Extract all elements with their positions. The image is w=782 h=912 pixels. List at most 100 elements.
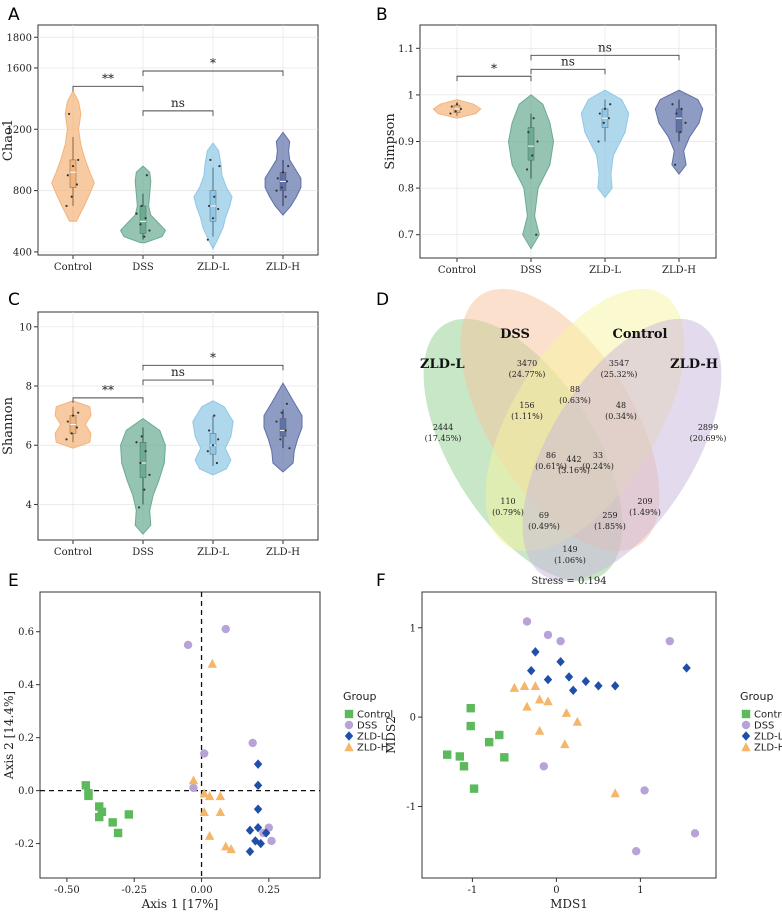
data-point <box>209 158 212 162</box>
data-point <box>77 158 80 162</box>
data-point <box>607 117 611 120</box>
point-control <box>466 721 475 731</box>
data-point <box>280 186 283 189</box>
point-control <box>500 753 509 762</box>
venn-region-percent: (1.11%) <box>511 412 543 421</box>
venn-region-count: 442 <box>566 455 581 464</box>
data-point <box>211 444 215 447</box>
data-point <box>215 461 218 465</box>
panel-a: A 400 800 1200 1600 1800 Control DSS ZLD-L ZLD-H C… <box>1 5 319 273</box>
y-axis-label: Simpson <box>383 113 398 170</box>
venn-region-count: 156 <box>519 401 534 410</box>
data-point <box>535 233 538 236</box>
point-dss <box>632 846 641 856</box>
data-point <box>679 131 682 134</box>
legend-marker-dss <box>344 720 354 730</box>
venn-set-label: ZLD-H <box>670 357 718 372</box>
venn-region-percent: (17.45%) <box>425 434 462 443</box>
x-tick-label: -1 <box>468 885 478 896</box>
data-point <box>285 402 288 405</box>
data-point <box>675 112 678 115</box>
data-point <box>217 207 220 211</box>
x-axis-label: Axis 1 [17%] <box>141 897 219 911</box>
significance-label: * <box>210 350 216 364</box>
point-zld-h <box>534 694 545 704</box>
point-zld-l <box>531 647 540 657</box>
significance-label: ns <box>171 365 185 379</box>
plot-frame <box>421 591 717 879</box>
data-point <box>275 189 278 192</box>
x-tick-label: -0.25 <box>121 885 147 896</box>
data-point <box>280 411 283 414</box>
point-dss <box>221 624 230 634</box>
legend-marker-dss <box>741 720 751 730</box>
violin-zld-l <box>580 89 630 199</box>
significance-label: ns <box>561 54 575 68</box>
data-point <box>135 212 138 215</box>
venn-ellipse-zld-h <box>522 318 722 582</box>
significance-bracket <box>142 70 284 76</box>
venn-region-percent: (0.24%) <box>582 462 614 471</box>
point-control <box>124 810 134 819</box>
panel-label-c: C <box>8 290 20 310</box>
legend-marker-control <box>741 709 751 719</box>
venn-region-count: 2899 <box>698 423 718 432</box>
y-tick-label: 0.4 <box>18 680 34 691</box>
data-point <box>66 420 69 423</box>
data-point <box>288 447 291 450</box>
venn-set-label: ZLD-L <box>420 357 465 372</box>
point-zld-h <box>204 830 215 840</box>
point-control <box>495 730 504 740</box>
significance-bracket <box>142 364 284 371</box>
plot-frame <box>37 311 319 541</box>
venn-region-percent: (0.63%) <box>559 396 591 405</box>
data-point <box>602 121 605 124</box>
violin-box <box>675 108 683 133</box>
venn-region-percent: (1.49%) <box>629 508 661 517</box>
y-tick-label: 400 <box>13 247 32 258</box>
y-axis-label: Chao1 <box>1 119 16 161</box>
data-point <box>536 140 539 143</box>
data-point <box>213 414 216 417</box>
legend-marker-zld-l <box>741 731 751 741</box>
data-point <box>597 140 600 143</box>
point-dss <box>183 640 193 650</box>
data-point <box>674 163 677 166</box>
data-point <box>70 432 73 435</box>
data-point <box>287 164 290 168</box>
point-zld-h <box>519 681 530 691</box>
legend-label: Control <box>754 710 782 721</box>
panel-label-a: A <box>8 5 20 25</box>
venn-region-percent: (0.79%) <box>492 508 524 517</box>
x-axis-label: MDS1 <box>550 897 588 911</box>
violin-box <box>139 442 147 479</box>
y-tick-label: 1800 <box>7 33 32 44</box>
y-tick-label: -0.2 <box>15 839 34 850</box>
significance-bracket <box>72 397 144 403</box>
data-point <box>70 195 73 198</box>
significance-label: * <box>491 61 497 75</box>
point-zld-h <box>207 658 218 668</box>
x-tick-label: Control <box>54 547 92 558</box>
point-zld-h <box>188 775 199 785</box>
x-tick-label: DSS <box>520 265 542 276</box>
y-tick-label: 1600 <box>7 63 32 74</box>
venn-region-percent: (1.06%) <box>554 556 586 565</box>
x-tick-label: ZLD-L <box>197 262 229 273</box>
point-zld-l <box>245 846 255 857</box>
point-control <box>469 784 479 793</box>
point-dss <box>248 738 257 748</box>
data-point <box>206 238 209 241</box>
data-point <box>66 174 69 177</box>
data-point <box>671 103 674 106</box>
point-zld-l <box>682 663 691 673</box>
x-tick-label: ZLD-L <box>197 547 229 558</box>
venn-region-count: 2444 <box>433 423 453 432</box>
data-point <box>148 473 151 476</box>
point-zld-l <box>251 836 260 846</box>
point-control <box>84 791 93 801</box>
data-point <box>71 164 75 168</box>
data-point <box>65 204 68 208</box>
venn-region-count: 48 <box>616 401 626 410</box>
